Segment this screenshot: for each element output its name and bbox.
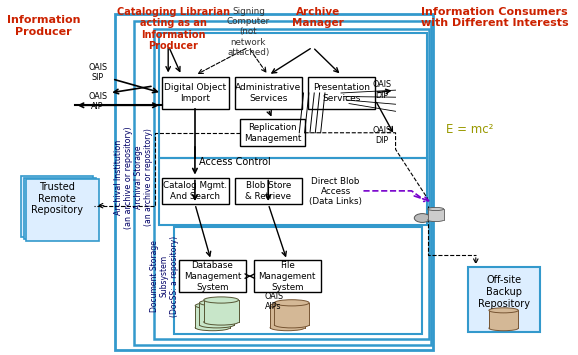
Text: Direct Blob
Access
(Data Links): Direct Blob Access (Data Links): [309, 177, 362, 207]
Text: Information Consumers
with Different Interests: Information Consumers with Different Int…: [421, 7, 568, 28]
Bar: [159, 158, 427, 225]
Bar: [159, 33, 427, 158]
Ellipse shape: [275, 300, 309, 306]
Bar: [240, 119, 305, 146]
Bar: [489, 310, 518, 328]
Text: OAIS
AIP: OAIS AIP: [88, 92, 107, 111]
Text: Signing
Computer
(not
network
attached): Signing Computer (not network attached): [227, 7, 270, 57]
Text: Trusted
Remote
Repository: Trusted Remote Repository: [31, 182, 83, 215]
Bar: [254, 260, 321, 292]
Text: OAIS
DIP: OAIS DIP: [372, 126, 391, 145]
Ellipse shape: [204, 319, 239, 325]
Text: Access Control: Access Control: [199, 157, 271, 167]
Bar: [135, 21, 431, 345]
Bar: [173, 227, 423, 334]
Ellipse shape: [489, 326, 518, 331]
Text: OAIS
DIP: OAIS DIP: [372, 81, 391, 100]
Ellipse shape: [428, 218, 444, 222]
Bar: [21, 176, 93, 237]
Text: Archival Institution
(an archive or repository): Archival Institution (an archive or repo…: [114, 126, 134, 229]
Text: OAIS
SIP: OAIS SIP: [88, 63, 107, 82]
Bar: [235, 77, 302, 109]
Bar: [235, 178, 302, 204]
Text: Administrative
Services: Administrative Services: [235, 83, 302, 103]
Text: Presentation
Services: Presentation Services: [313, 83, 370, 103]
Ellipse shape: [270, 302, 305, 309]
Text: Archival Storage
(an archive or repository): Archival Storage (an archive or reposito…: [134, 129, 153, 226]
Bar: [195, 306, 230, 328]
Bar: [179, 260, 246, 292]
Bar: [199, 303, 234, 325]
Text: Off-site
Backup
Repository: Off-site Backup Repository: [477, 275, 529, 308]
Bar: [154, 29, 429, 339]
Text: Blob Store
& Retrieve: Blob Store & Retrieve: [246, 181, 291, 201]
Ellipse shape: [414, 214, 431, 223]
Ellipse shape: [204, 297, 239, 303]
Bar: [204, 300, 239, 322]
Text: File
Management
System: File Management System: [258, 261, 316, 292]
Text: Archive
Manager: Archive Manager: [292, 7, 344, 28]
Ellipse shape: [199, 322, 234, 328]
Ellipse shape: [428, 207, 444, 211]
Text: Replication
Management: Replication Management: [244, 122, 301, 143]
Bar: [275, 303, 309, 325]
Text: Digital Object
Import: Digital Object Import: [164, 83, 226, 103]
Text: Catalog Mgmt.
And Search: Catalog Mgmt. And Search: [163, 181, 227, 201]
Bar: [468, 267, 540, 333]
Text: Information
Producer: Information Producer: [7, 16, 80, 37]
Bar: [308, 77, 375, 109]
Bar: [270, 306, 305, 328]
Ellipse shape: [275, 322, 309, 328]
Bar: [24, 178, 96, 239]
Bar: [27, 179, 99, 241]
Ellipse shape: [270, 324, 305, 331]
Ellipse shape: [195, 324, 230, 331]
Bar: [428, 209, 444, 220]
Ellipse shape: [489, 308, 518, 313]
Ellipse shape: [195, 302, 230, 309]
Bar: [162, 77, 229, 109]
Text: E = mc²: E = mc²: [446, 124, 493, 136]
Bar: [162, 178, 229, 204]
Text: Document Storage
Subsystem
(DocSS: a repository): Document Storage Subsystem (DocSS: a rep…: [150, 236, 179, 317]
Text: Database
Management
System: Database Management System: [184, 261, 241, 292]
Text: OAIS
AIPs: OAIS AIPs: [264, 292, 283, 311]
Text: Cataloging Librarian
acting as an
Information
Producer: Cataloging Librarian acting as an Inform…: [117, 7, 230, 51]
Ellipse shape: [199, 300, 234, 306]
Bar: [114, 14, 433, 350]
